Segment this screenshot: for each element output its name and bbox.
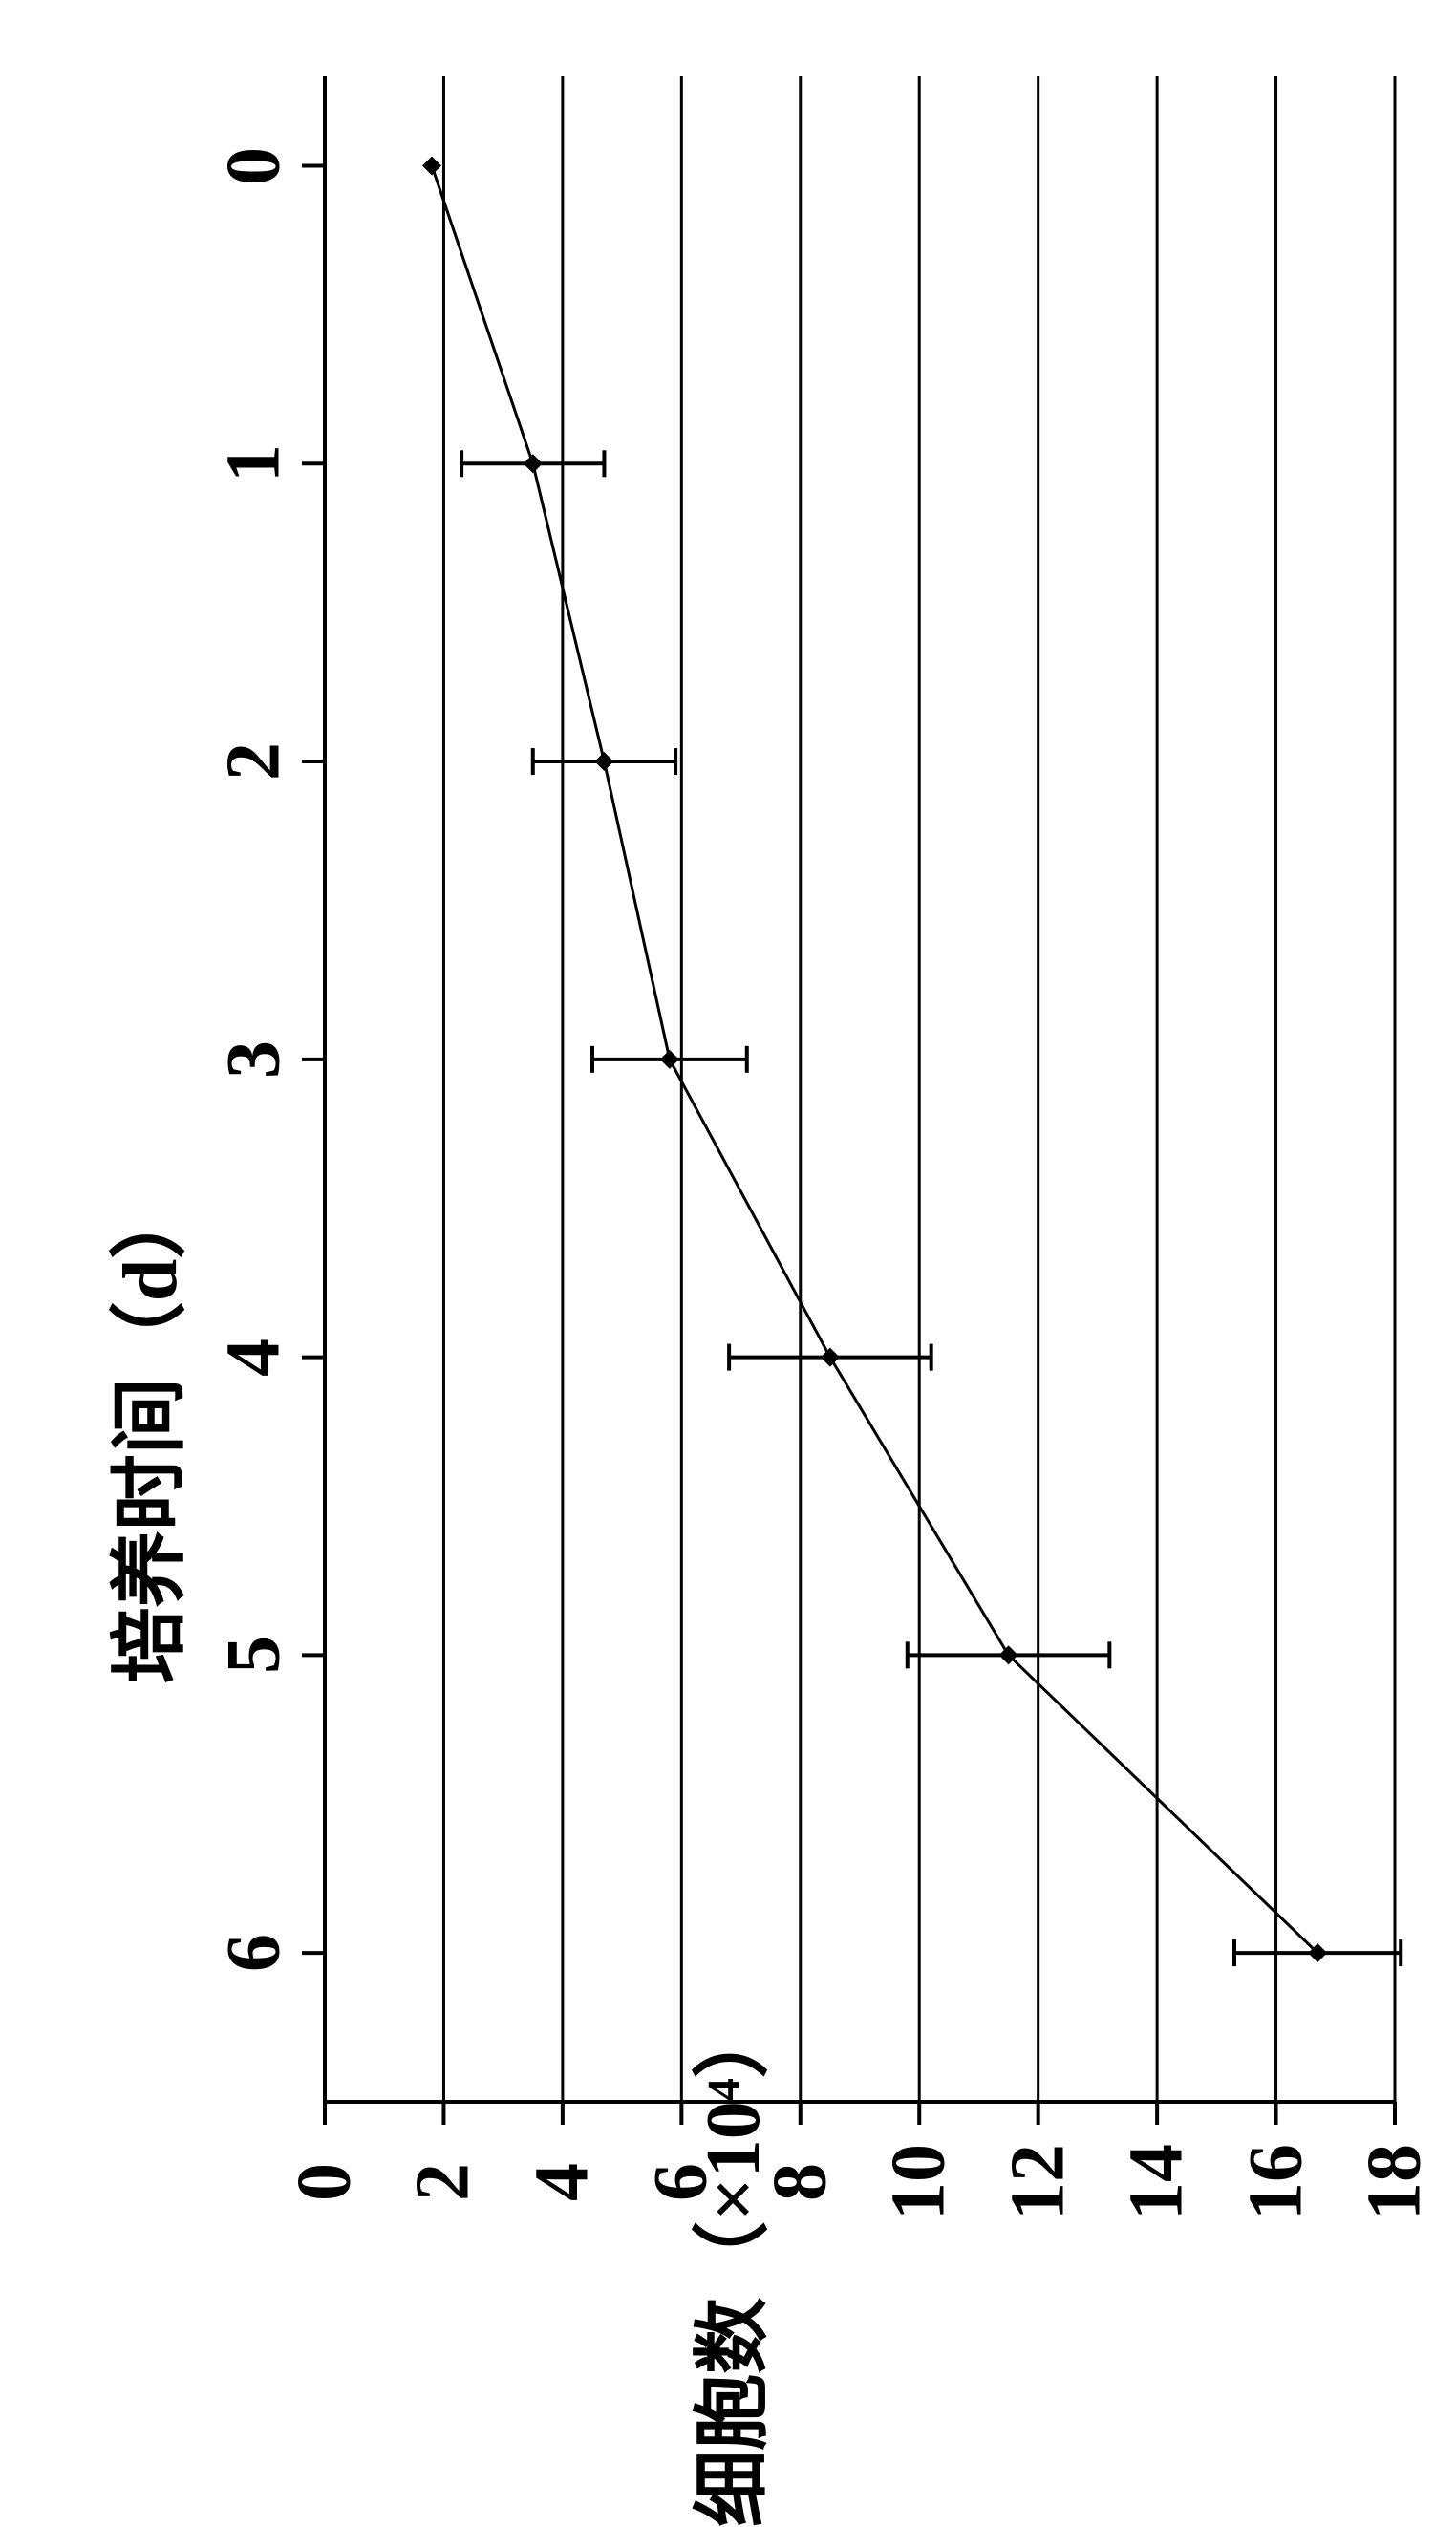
- y-tick-label: 18: [1352, 2144, 1439, 2220]
- y-tick-label: 0: [282, 2163, 369, 2201]
- x-tick-label: 3: [211, 1040, 298, 1079]
- x-tick-label: 1: [211, 444, 298, 482]
- x-tick-label: 4: [211, 1338, 298, 1377]
- y-axis-label: 细胞数（×10⁴）: [671, 2002, 782, 2527]
- x-tick-label: 2: [211, 742, 298, 781]
- x-tick-label: 6: [211, 1934, 298, 1972]
- x-axis-label: 培养时间（d）: [88, 1183, 199, 1684]
- y-tick-label: 4: [519, 2163, 606, 2201]
- x-tick-label: 0: [211, 147, 298, 185]
- growth-chart: 0123456024681012141618细胞数（×10⁴）培养时间（d）: [0, 0, 1456, 2316]
- y-tick-label: 2: [400, 2163, 487, 2201]
- y-tick-label: 12: [995, 2144, 1081, 2220]
- y-tick-label: 14: [1114, 2144, 1201, 2220]
- y-tick-label: 10: [876, 2144, 963, 2220]
- y-tick-label: 16: [1232, 2144, 1319, 2220]
- x-tick-label: 5: [211, 1636, 298, 1674]
